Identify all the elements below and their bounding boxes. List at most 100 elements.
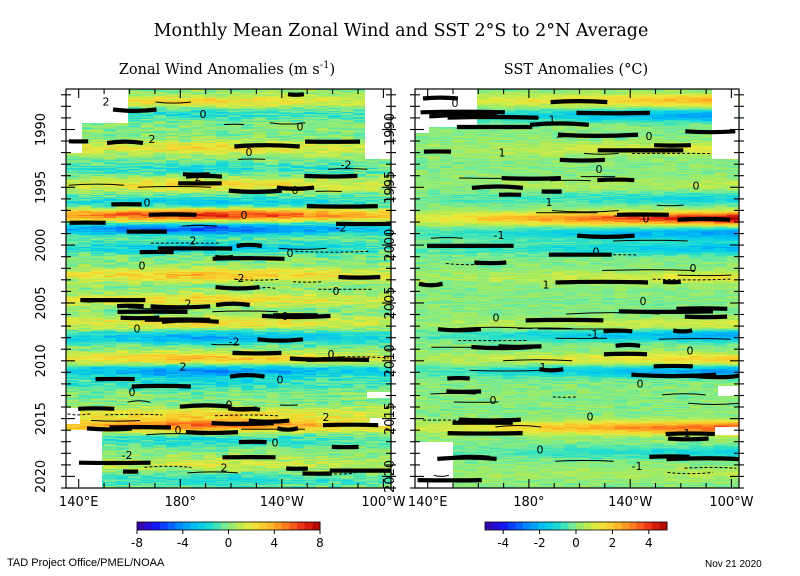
field-cell bbox=[153, 126, 167, 129]
field-cell bbox=[316, 111, 330, 113]
field-cell bbox=[178, 136, 192, 138]
field-cell bbox=[128, 120, 142, 123]
field-cell bbox=[303, 118, 317, 121]
field-cell bbox=[341, 120, 355, 123]
field-cell bbox=[191, 109, 205, 111]
field-cell bbox=[166, 97, 180, 100]
field-cell bbox=[353, 121, 367, 124]
field-cell bbox=[228, 103, 242, 106]
field-cell bbox=[91, 131, 105, 133]
field-cell bbox=[228, 97, 242, 100]
field-cell bbox=[178, 113, 192, 115]
field-cell bbox=[253, 105, 267, 107]
field-cell bbox=[341, 95, 355, 98]
field-cell bbox=[291, 89, 305, 91]
field-cell bbox=[178, 123, 192, 126]
field-cell bbox=[166, 121, 180, 124]
field-cell bbox=[203, 111, 217, 113]
field-cell bbox=[141, 103, 155, 106]
field-cell bbox=[166, 111, 180, 113]
field-cell bbox=[291, 128, 305, 131]
field-cell bbox=[353, 108, 367, 110]
field-cell bbox=[103, 122, 117, 125]
field-cell bbox=[291, 98, 305, 101]
field-cell bbox=[141, 123, 155, 126]
field-cell bbox=[253, 138, 267, 140]
field-cell bbox=[191, 98, 205, 101]
field-cell bbox=[353, 145, 367, 148]
field-cell bbox=[78, 124, 92, 127]
field-cell bbox=[241, 104, 255, 106]
field-cell bbox=[191, 134, 205, 136]
field-cell bbox=[216, 113, 230, 115]
field-cell bbox=[278, 111, 292, 113]
field-cell bbox=[303, 134, 317, 136]
field-cell bbox=[278, 106, 292, 108]
field-cell bbox=[103, 135, 117, 137]
field-cell bbox=[266, 105, 280, 107]
field-cell bbox=[166, 115, 180, 118]
field-cell bbox=[353, 134, 367, 136]
field-cell bbox=[341, 138, 355, 140]
field-cell bbox=[278, 92, 292, 95]
field-cell bbox=[228, 105, 242, 107]
field-cell bbox=[241, 124, 255, 127]
field-cell bbox=[191, 102, 205, 105]
field-cell bbox=[341, 125, 355, 128]
field-cell bbox=[203, 114, 217, 116]
field-cell bbox=[253, 110, 267, 112]
field-cell bbox=[141, 132, 155, 134]
field-cell bbox=[241, 94, 255, 97]
field-cell bbox=[216, 132, 230, 134]
field-cell bbox=[166, 104, 180, 106]
field-cell bbox=[103, 125, 117, 128]
field-cell bbox=[278, 114, 292, 116]
field-cell bbox=[316, 127, 330, 130]
field-cell bbox=[278, 94, 292, 97]
field-cell bbox=[253, 99, 267, 102]
field-cell bbox=[203, 140, 217, 142]
field-cell bbox=[78, 134, 92, 136]
field-cell bbox=[266, 91, 280, 94]
field-cell bbox=[153, 108, 167, 110]
field-cell bbox=[141, 122, 155, 125]
field-cell bbox=[341, 127, 355, 130]
field-cell bbox=[141, 102, 155, 105]
field-cell bbox=[291, 120, 305, 123]
field-cell bbox=[128, 126, 142, 129]
field-cell bbox=[241, 117, 255, 120]
field-cell bbox=[316, 89, 330, 92]
field-cell bbox=[191, 126, 205, 129]
field-cell bbox=[203, 145, 217, 148]
field-cell bbox=[266, 121, 280, 124]
field-cell bbox=[316, 105, 330, 107]
field-cell bbox=[253, 108, 267, 110]
field-cell bbox=[166, 143, 180, 146]
field-cell bbox=[353, 142, 367, 145]
field-cell bbox=[228, 108, 242, 110]
field-cell bbox=[341, 124, 355, 127]
field-cell bbox=[141, 120, 155, 123]
field-cell bbox=[353, 116, 367, 119]
field-cell bbox=[341, 109, 355, 111]
field-cell bbox=[353, 125, 367, 128]
field-cell bbox=[266, 119, 280, 122]
field-cell bbox=[316, 117, 330, 120]
field-cell bbox=[178, 103, 192, 106]
field-cell bbox=[328, 95, 342, 98]
field-cell bbox=[178, 114, 192, 116]
field-cell bbox=[253, 115, 267, 118]
field-cell bbox=[216, 97, 230, 100]
field-cell bbox=[203, 117, 217, 120]
field-cell bbox=[141, 95, 155, 98]
field-cell bbox=[203, 125, 217, 128]
field-cell bbox=[116, 136, 130, 138]
field-cell bbox=[316, 138, 330, 140]
field-cell bbox=[141, 142, 155, 145]
field-cell bbox=[216, 122, 230, 125]
field-cell bbox=[278, 98, 292, 101]
field-cell bbox=[203, 90, 217, 93]
field-cell bbox=[228, 104, 242, 106]
field-cell bbox=[178, 115, 192, 117]
field-cell bbox=[241, 140, 255, 142]
